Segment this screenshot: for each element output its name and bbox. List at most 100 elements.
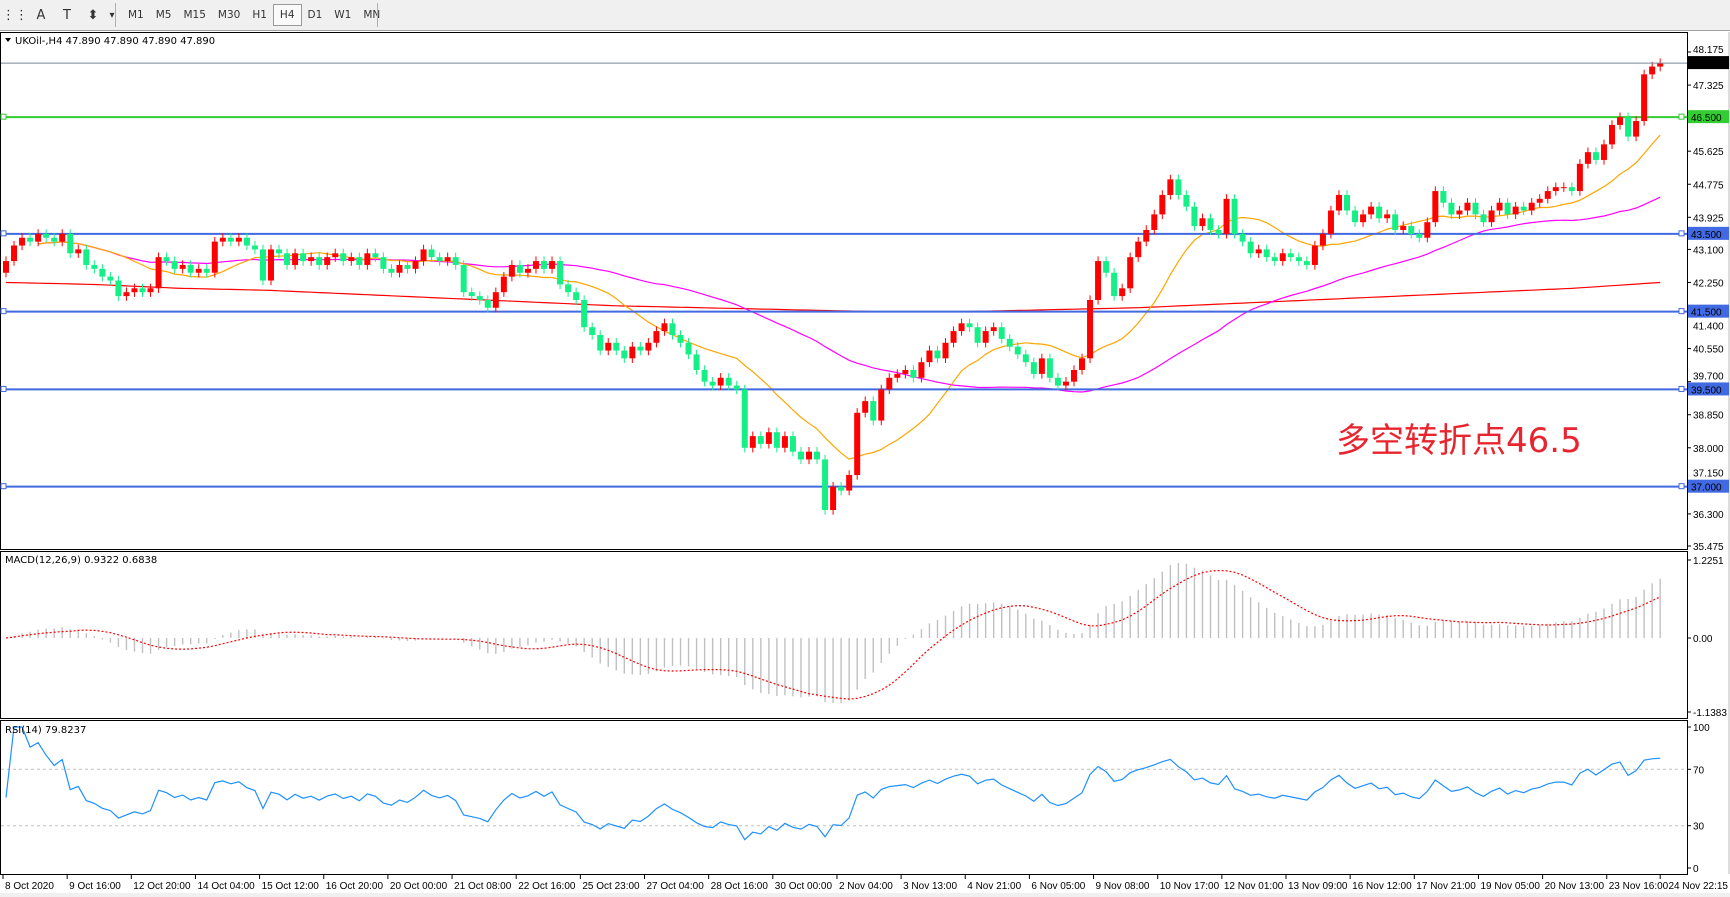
timeframe-m1-button[interactable]: M1 bbox=[128, 9, 144, 21]
candle-body bbox=[460, 264, 467, 293]
candle-body bbox=[1376, 206, 1383, 219]
candle-body bbox=[1560, 187, 1567, 189]
candle-body bbox=[838, 486, 845, 491]
candle-body bbox=[942, 342, 949, 359]
macd-panel-frame bbox=[0, 551, 1688, 719]
time-tick-label: 15 Oct 12:00 bbox=[262, 881, 320, 892]
candle-body bbox=[243, 237, 250, 246]
candle-body bbox=[886, 377, 893, 390]
timeframe-m5-button[interactable]: M5 bbox=[155, 9, 172, 21]
time-tick-label: 16 Oct 20:00 bbox=[326, 881, 384, 892]
price-tick-label: 42.250 bbox=[1693, 278, 1724, 289]
level-handle-left bbox=[0, 308, 7, 315]
time-tick-label: 23 Nov 16:00 bbox=[1609, 881, 1669, 892]
candle-body bbox=[1303, 261, 1310, 265]
time-tick-label: 12 Oct 20:00 bbox=[133, 881, 191, 892]
candle-body bbox=[661, 323, 668, 332]
text-icon[interactable]: A bbox=[36, 7, 46, 23]
candle-body bbox=[195, 268, 202, 273]
candle-body bbox=[669, 323, 676, 335]
candle-body bbox=[19, 237, 26, 246]
candle-body bbox=[846, 475, 853, 491]
timeframe-d1-button[interactable]: D1 bbox=[307, 9, 323, 21]
candle-body bbox=[822, 459, 829, 511]
timeframe-m30-button[interactable]: M30 bbox=[217, 9, 241, 21]
candle-body bbox=[1215, 229, 1222, 234]
time-tick-label: 21 Oct 08:00 bbox=[454, 881, 512, 892]
candle-body bbox=[1070, 369, 1077, 382]
time-tick-label: 4 Nov 21:00 bbox=[967, 881, 1021, 892]
candle-body bbox=[1368, 206, 1375, 215]
candle-body bbox=[308, 257, 315, 262]
candle-body bbox=[1079, 358, 1086, 370]
candle-body bbox=[1576, 163, 1583, 192]
arrows-icon[interactable]: ⬍ bbox=[87, 7, 99, 23]
current-price-tag bbox=[1688, 56, 1729, 70]
level-handle-left bbox=[0, 230, 7, 237]
candle-body bbox=[990, 327, 997, 332]
candle-body bbox=[1239, 233, 1246, 242]
candle-body bbox=[444, 257, 451, 262]
price-tick-label: 38.850 bbox=[1693, 411, 1724, 422]
candle-body bbox=[637, 346, 644, 351]
toolbar-separator bbox=[377, 3, 378, 27]
collapse-triangle-icon[interactable] bbox=[5, 38, 11, 42]
candle-body bbox=[1311, 245, 1318, 265]
timeframe-m15-button[interactable]: M15 bbox=[183, 9, 206, 21]
ma-fast-line bbox=[38, 134, 1661, 460]
candle-body bbox=[115, 280, 122, 297]
candle-body bbox=[1151, 214, 1158, 230]
candle-body bbox=[412, 261, 419, 269]
level-price-tag bbox=[1688, 479, 1729, 493]
candle-body bbox=[950, 331, 957, 343]
time-tick-label: 25 Oct 23:00 bbox=[582, 881, 640, 892]
fibo-grid-icon[interactable]: ⋮⋮ bbox=[2, 7, 28, 23]
candle-body bbox=[235, 237, 242, 242]
candle-body bbox=[516, 264, 523, 273]
level-handle-right bbox=[1678, 385, 1685, 392]
candle-body bbox=[1472, 202, 1479, 215]
candle-body bbox=[1319, 233, 1326, 246]
candle-body bbox=[251, 245, 258, 250]
candle-body bbox=[1408, 226, 1415, 234]
level-price-tag bbox=[1688, 304, 1729, 318]
time-tick-label: 9 Oct 16:00 bbox=[69, 881, 121, 892]
candle-body bbox=[1159, 194, 1166, 215]
candle-body bbox=[1633, 121, 1640, 137]
candle-body bbox=[1649, 66, 1656, 75]
candle-body bbox=[1520, 206, 1527, 211]
candle-body bbox=[862, 401, 869, 413]
candle-body bbox=[1536, 198, 1543, 203]
level-price-tag bbox=[1688, 226, 1729, 240]
timeframe-mn-button[interactable]: MN bbox=[363, 9, 381, 21]
price-tick-label: 35.475 bbox=[1693, 542, 1724, 553]
timeframe-w1-button[interactable]: W1 bbox=[334, 9, 352, 21]
timeframe-h4-button[interactable]: H4 bbox=[272, 4, 302, 26]
candle-body bbox=[348, 257, 355, 262]
candle-body bbox=[476, 296, 483, 300]
candle-body bbox=[1295, 257, 1302, 262]
candle-body bbox=[1552, 187, 1559, 192]
candle-body bbox=[1103, 261, 1110, 273]
candle-body bbox=[629, 346, 636, 359]
candle-body bbox=[340, 253, 347, 262]
candle-body bbox=[1504, 202, 1511, 215]
candle-body bbox=[420, 249, 427, 262]
text-label-icon[interactable]: T bbox=[63, 7, 71, 23]
rsi-panel-frame bbox=[0, 720, 1688, 875]
chevron-down-icon[interactable]: ▾ bbox=[109, 9, 115, 21]
candle-body bbox=[733, 385, 740, 390]
candle-body bbox=[902, 369, 909, 374]
candle-body bbox=[267, 249, 274, 281]
candle-body bbox=[179, 264, 186, 269]
price-tick-label: 39.700 bbox=[1693, 371, 1724, 382]
candle-body bbox=[67, 233, 74, 254]
candle-body bbox=[203, 268, 210, 273]
price-tick-label: 37.150 bbox=[1693, 469, 1724, 480]
candle-body bbox=[613, 342, 620, 351]
candle-body bbox=[43, 233, 50, 238]
timeframe-h1-button[interactable]: H1 bbox=[252, 9, 267, 21]
candle-body bbox=[1183, 194, 1190, 207]
candle-body bbox=[749, 436, 756, 448]
